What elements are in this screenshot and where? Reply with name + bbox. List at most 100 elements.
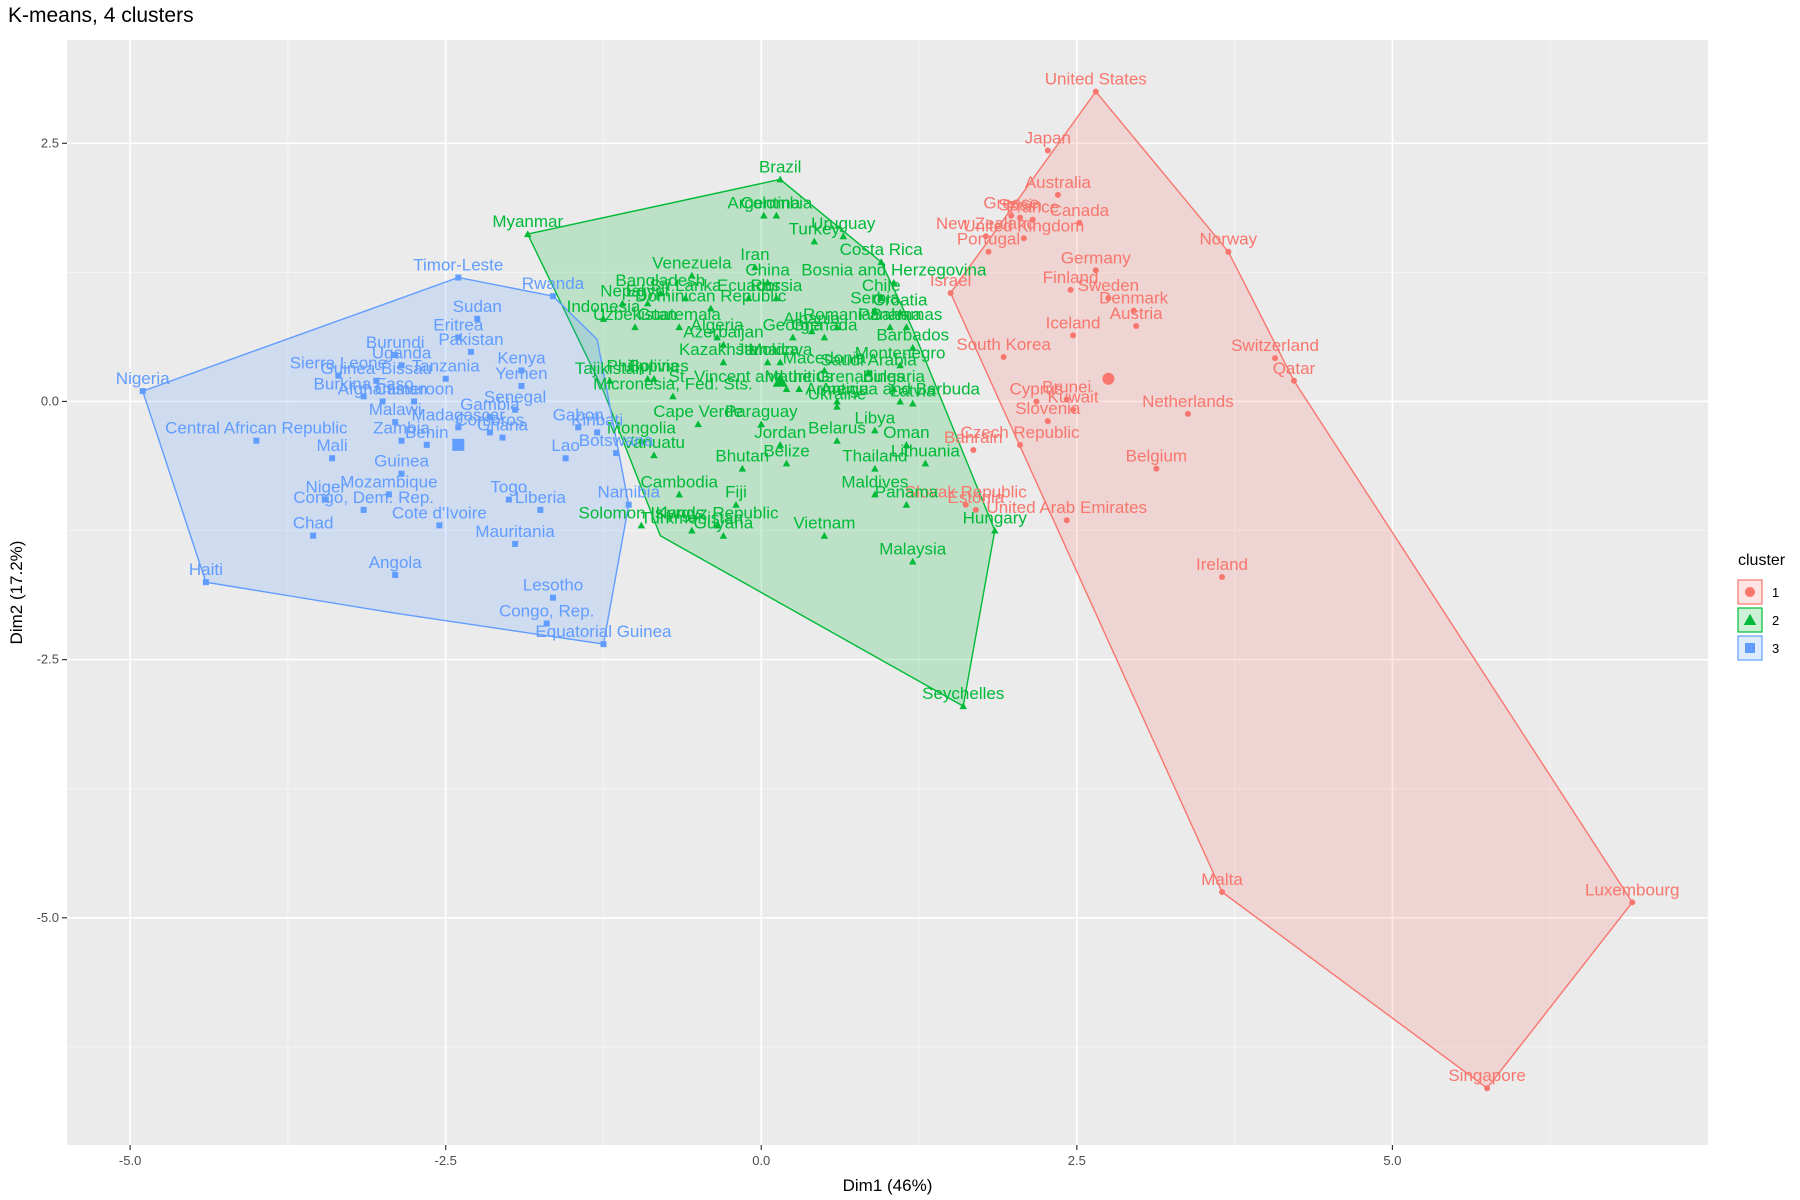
cluster-1-centroid [1102,372,1115,385]
cluster-2-point [643,299,652,307]
legend-marker-1 [1745,587,1755,597]
cluster-3-point [512,406,519,413]
point-label: Cape Verde [653,402,743,421]
plot-panel [67,40,1708,1145]
point-label: Bulgaria [863,367,926,386]
cluster-3-point [543,620,550,627]
cluster-2-point [675,323,683,331]
cluster-2-point [886,323,894,331]
point-label: Ghana [477,416,529,435]
point-label: Fiji [725,483,747,502]
cluster-1-point [1017,214,1024,221]
cluster-2-point [631,323,639,331]
point-label: Cambodia [640,472,718,491]
cluster-2-point [713,333,721,341]
cluster-1-point [1219,574,1226,581]
point-label: Georgia [763,315,824,334]
cluster-2-point [782,385,791,393]
cluster-2-point [833,436,841,444]
cluster-2-point [782,459,791,467]
point-label: Comoros [455,410,524,429]
cluster-1-point [970,446,977,453]
x-axis-title: Dim1 (46%) [843,1176,933,1195]
point-label: South Korea [956,335,1051,354]
point-label: Ireland [1196,555,1248,574]
cluster-3-point [442,375,449,382]
point-label: Angola [369,553,422,572]
point-label: Malawi [369,400,422,419]
cluster-2-point [877,294,885,302]
point-label: Ukraine [808,385,867,404]
point-label: Zambia [373,419,430,438]
cluster-2-point [681,294,690,302]
point-labels: United States Japan Australia GreeceSpainFr… [116,70,1680,1086]
point-label: Equatorial Guinea [535,622,672,641]
cluster-1-point [1272,355,1279,362]
point-label: Romania [803,305,872,324]
cluster-3-point [625,501,632,508]
cluster-2-point [877,258,885,266]
point-label: Burkina Faso [314,374,414,393]
point-label: Cyprus [1010,379,1064,398]
point-label: Uzbekistan [593,305,677,324]
cluster-2-point [760,211,768,219]
cluster-1-point [1076,219,1083,226]
cluster-1-point [1105,295,1112,302]
point-label: Kiribati [571,410,623,429]
cluster-3-point [486,429,493,436]
cluster-1-point [1290,377,1297,384]
point-label: United Arab Emirates [986,498,1147,517]
point-label: Bolivia [629,357,680,376]
point-label: Dominican Republic [635,287,787,306]
point-label: Maldives [841,472,908,491]
cluster-3-point [202,579,209,586]
cluster-2-point [772,294,781,302]
point-label: Bhutan [715,447,769,466]
point-label: Libya [855,408,896,427]
cluster-2-point [776,175,784,183]
legend-label-2: 2 [1772,613,1779,628]
point-label: Mauritania [475,522,555,541]
point-label: Central African Republic [165,419,348,438]
cluster-2-point [820,333,829,341]
cluster-3-point [253,437,260,444]
cluster-3-point [600,641,607,648]
point-label: Congo, Dem. Rep. [293,488,434,507]
cluster-2-point [643,374,652,382]
point-label: Madagascar [412,405,506,424]
point-label: United States [1045,70,1147,89]
x-tick-label: 0.0 [752,1153,770,1168]
cluster-3-point [455,424,462,431]
cluster-3-point [373,377,380,384]
point-label: Iran [740,245,769,264]
cluster-3-point [335,372,342,379]
cluster-3-point [537,506,544,513]
point-label: Tajikistan [575,359,645,378]
point-label: St. Vincent and the Grenadines [669,367,905,386]
point-label: Belarus [808,419,866,438]
point-label: Liberia [515,488,567,507]
cluster-2-point [523,230,532,238]
cluster-3-point [575,424,582,431]
cluster-3-point [398,470,405,477]
cluster-3-point [549,594,556,601]
cluster-3-point [549,293,556,300]
point-label: Japan [1025,129,1071,148]
point-label: Barbados [876,326,949,345]
x-tick-label: -2.5 [434,1153,456,1168]
point-label: Turkmenistan [641,509,743,528]
point-label: Pakistan [438,330,503,349]
panel-background [67,40,1708,1145]
point-label: Denmark [1099,289,1168,308]
point-label: Montenegro [855,343,946,362]
cluster-3-point [455,274,462,281]
point-label: Qatar [1273,359,1316,378]
point-label: Jordan [754,423,806,442]
cluster-2-point [959,702,967,710]
point-label: Estonia [948,488,1005,507]
point-label: Austria [1110,304,1163,323]
cluster-2-point [669,392,677,400]
cluster-1-point [1484,1085,1491,1092]
point-label: Botswana [579,431,654,450]
